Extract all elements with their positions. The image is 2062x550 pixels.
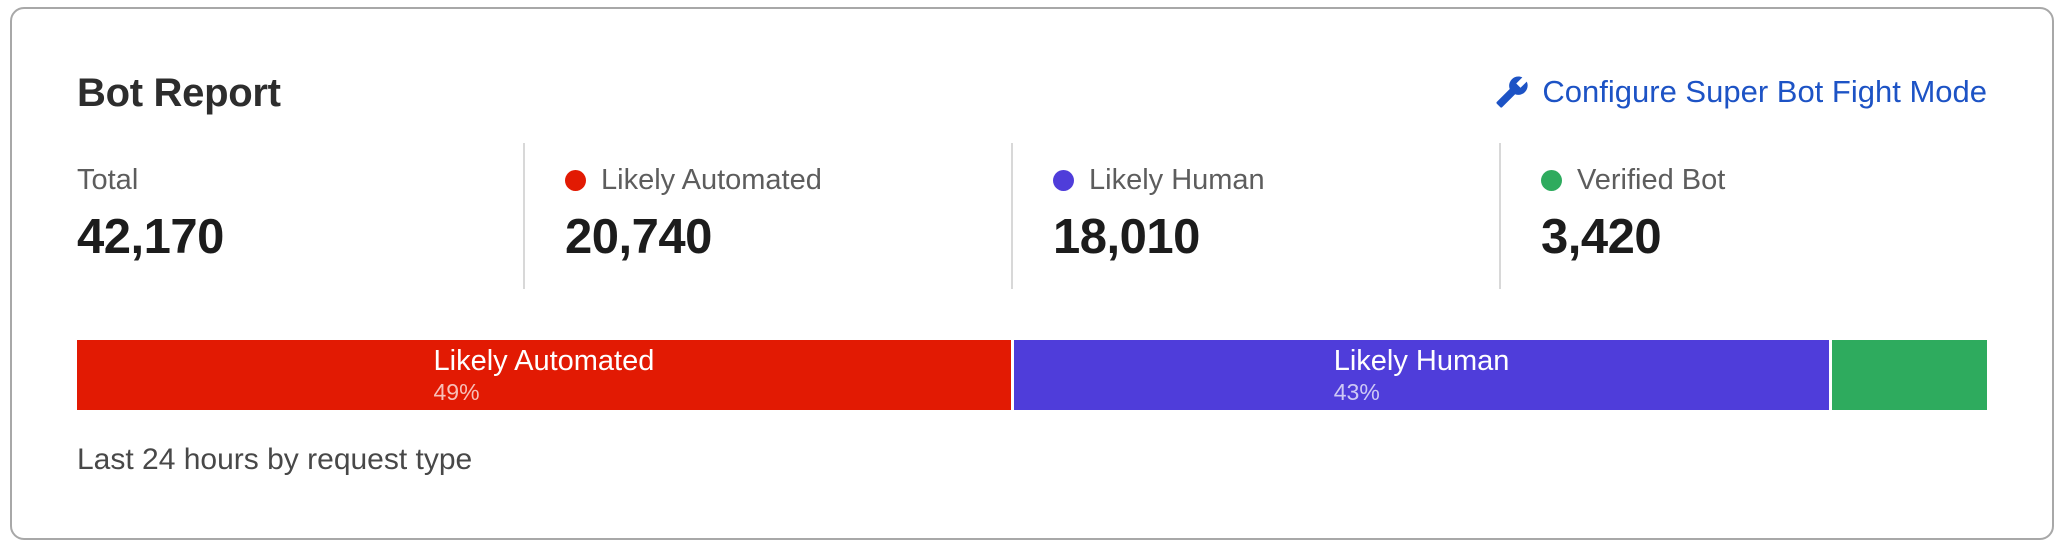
likely-human-dot-icon	[1053, 169, 1074, 191]
stat-total-label: Total	[77, 164, 139, 196]
bar-segment-likely-human: Likely Human 43%	[1013, 340, 1830, 410]
stat-likely-automated-value: 20,740	[565, 210, 712, 264]
stat-verified-bot-value: 3,420	[1541, 210, 1662, 264]
segment-likely-automated-percent: 49%	[433, 379, 480, 405]
request-type-stacked-bar: Likely Automated 49% Likely Human 43%	[77, 340, 1987, 410]
configure-super-bot-fight-mode-link[interactable]: Configure Super Bot Fight Mode	[1495, 69, 1987, 115]
verified-bot-dot-icon	[1541, 169, 1562, 191]
stats-row: Total 42,170 Likely Automated 20,740 Lik…	[77, 143, 1987, 289]
bot-report-card: Bot Report Configure Super Bot Fight Mod…	[10, 7, 2054, 540]
stat-likely-human-value: 18,010	[1053, 210, 1200, 264]
stat-likely-human-label: Likely Human	[1089, 164, 1265, 196]
segment-likely-human-percent: 43%	[1333, 379, 1380, 405]
stat-likely-human: Likely Human 18,010	[1011, 143, 1499, 289]
bar-segment-verified-bot	[1832, 340, 1987, 410]
stat-total-value: 42,170	[77, 210, 224, 264]
stat-likely-automated: Likely Automated 20,740	[523, 143, 1011, 289]
stat-total: Total 42,170	[77, 143, 523, 289]
time-range-caption: Last 24 hours by request type	[77, 443, 473, 476]
stat-verified-bot: Verified Bot 3,420	[1499, 143, 1987, 289]
page-title: Bot Report	[77, 71, 281, 115]
bar-segment-likely-automated: Likely Automated 49%	[77, 340, 1011, 410]
stat-verified-bot-label: Verified Bot	[1577, 164, 1726, 196]
wrench-icon	[1495, 75, 1529, 109]
likely-automated-dot-icon	[565, 169, 586, 191]
segment-likely-automated-label: Likely Automated	[433, 345, 655, 377]
card-header: Bot Report Configure Super Bot Fight Mod…	[77, 69, 1987, 117]
configure-link-label: Configure Super Bot Fight Mode	[1542, 74, 1987, 109]
stat-likely-automated-label: Likely Automated	[601, 164, 822, 196]
segment-likely-human-label: Likely Human	[1333, 345, 1510, 377]
